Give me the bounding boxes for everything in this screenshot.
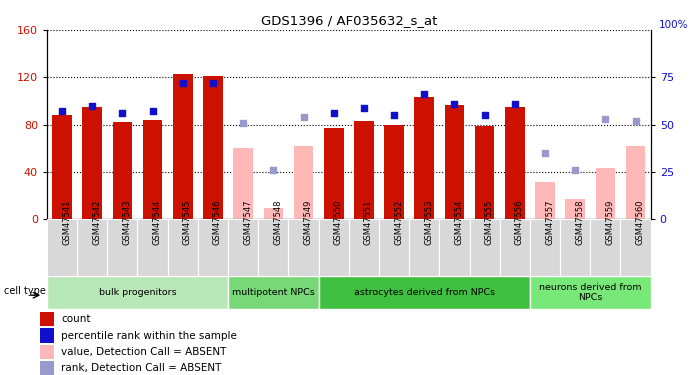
Bar bbox=[47, 219, 77, 276]
Text: cell type: cell type bbox=[3, 286, 46, 296]
Text: GSM47551: GSM47551 bbox=[364, 200, 373, 245]
Bar bbox=[500, 219, 530, 276]
Bar bbox=[40, 361, 54, 375]
Text: GSM47541: GSM47541 bbox=[62, 200, 71, 245]
Bar bbox=[47, 276, 228, 309]
Bar bbox=[595, 168, 615, 219]
Point bbox=[570, 167, 581, 173]
Point bbox=[237, 120, 248, 126]
Bar bbox=[173, 74, 193, 219]
Bar bbox=[40, 312, 54, 326]
Text: GSM47542: GSM47542 bbox=[92, 200, 101, 245]
Bar bbox=[384, 124, 404, 219]
Bar bbox=[530, 219, 560, 276]
Bar bbox=[40, 328, 54, 343]
Bar bbox=[409, 219, 440, 276]
Bar bbox=[349, 219, 379, 276]
Point bbox=[358, 105, 369, 111]
Bar bbox=[258, 219, 288, 276]
Point bbox=[479, 112, 490, 118]
Text: bulk progenitors: bulk progenitors bbox=[99, 288, 177, 297]
Text: GSM47553: GSM47553 bbox=[424, 200, 433, 245]
Bar bbox=[415, 98, 434, 219]
Bar bbox=[82, 107, 102, 219]
Bar bbox=[626, 146, 645, 219]
Text: value, Detection Call = ABSENT: value, Detection Call = ABSENT bbox=[61, 347, 226, 357]
Bar bbox=[288, 219, 319, 276]
Bar bbox=[264, 207, 283, 219]
Bar bbox=[354, 121, 374, 219]
Point bbox=[388, 112, 400, 118]
Bar bbox=[565, 199, 585, 219]
Text: 100%: 100% bbox=[658, 20, 688, 30]
Bar bbox=[168, 219, 198, 276]
Bar bbox=[620, 219, 651, 276]
Text: GSM47548: GSM47548 bbox=[273, 200, 282, 245]
Text: rank, Detection Call = ABSENT: rank, Detection Call = ABSENT bbox=[61, 363, 221, 374]
Text: count: count bbox=[61, 314, 90, 324]
Bar bbox=[470, 219, 500, 276]
Bar bbox=[535, 182, 555, 219]
Text: GSM47556: GSM47556 bbox=[515, 200, 524, 245]
Text: GSM47547: GSM47547 bbox=[243, 200, 252, 245]
Text: GSM47554: GSM47554 bbox=[455, 200, 464, 245]
Text: astrocytes derived from NPCs: astrocytes derived from NPCs bbox=[354, 288, 495, 297]
Text: GSM47544: GSM47544 bbox=[152, 200, 161, 245]
Text: GSM47559: GSM47559 bbox=[605, 200, 614, 245]
Point bbox=[449, 101, 460, 107]
Text: GSM47545: GSM47545 bbox=[183, 200, 192, 245]
Bar bbox=[77, 219, 108, 276]
Bar bbox=[591, 219, 620, 276]
Bar bbox=[143, 120, 162, 219]
Point bbox=[208, 80, 219, 86]
Bar bbox=[379, 219, 409, 276]
Point bbox=[57, 108, 68, 114]
Bar bbox=[228, 219, 258, 276]
Text: GSM47549: GSM47549 bbox=[304, 200, 313, 245]
Point bbox=[600, 116, 611, 122]
Bar bbox=[228, 276, 319, 309]
Text: GSM47552: GSM47552 bbox=[394, 200, 403, 245]
Text: neurons derived from
NPCs: neurons derived from NPCs bbox=[539, 283, 642, 302]
Bar bbox=[505, 107, 524, 219]
Bar bbox=[530, 276, 651, 309]
Text: GSM47557: GSM47557 bbox=[545, 200, 554, 245]
Bar bbox=[137, 219, 168, 276]
Point bbox=[268, 167, 279, 173]
Point bbox=[328, 110, 339, 116]
Bar bbox=[294, 146, 313, 219]
Bar bbox=[324, 128, 344, 219]
Bar bbox=[444, 105, 464, 219]
Bar bbox=[475, 126, 495, 219]
Bar bbox=[108, 219, 137, 276]
Point bbox=[540, 150, 551, 156]
Bar bbox=[203, 76, 223, 219]
Bar bbox=[52, 115, 72, 219]
Point bbox=[630, 118, 641, 124]
Bar bbox=[319, 276, 530, 309]
Point bbox=[298, 114, 309, 120]
Text: multipotent NPCs: multipotent NPCs bbox=[232, 288, 315, 297]
Point bbox=[87, 103, 98, 109]
Title: GDS1396 / AF035632_s_at: GDS1396 / AF035632_s_at bbox=[261, 15, 437, 27]
Text: GSM47550: GSM47550 bbox=[334, 200, 343, 245]
Point bbox=[117, 110, 128, 116]
Point bbox=[509, 101, 520, 107]
Point bbox=[147, 108, 158, 114]
Bar bbox=[112, 122, 132, 219]
Bar bbox=[319, 219, 349, 276]
Point bbox=[419, 92, 430, 98]
Bar bbox=[233, 148, 253, 219]
Bar bbox=[440, 219, 470, 276]
Point bbox=[177, 80, 188, 86]
Bar bbox=[198, 219, 228, 276]
Text: GSM47546: GSM47546 bbox=[213, 200, 222, 245]
Text: percentile rank within the sample: percentile rank within the sample bbox=[61, 331, 237, 340]
Bar bbox=[40, 345, 54, 359]
Text: GSM47560: GSM47560 bbox=[635, 200, 644, 245]
Bar bbox=[560, 219, 591, 276]
Text: GSM47555: GSM47555 bbox=[484, 200, 493, 245]
Text: GSM47558: GSM47558 bbox=[575, 200, 584, 245]
Text: GSM47543: GSM47543 bbox=[122, 200, 131, 245]
